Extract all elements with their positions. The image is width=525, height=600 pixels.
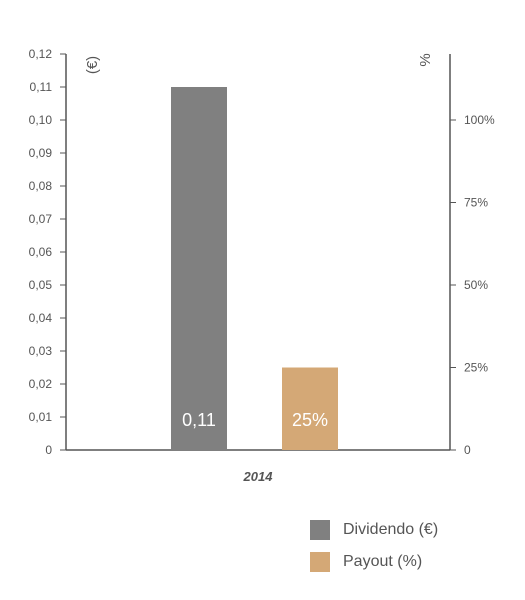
left-tick-label: 0,05 [29,278,53,292]
right-tick-label: 100% [464,113,495,127]
left-tick-label: 0,03 [29,344,53,358]
right-tick-label: 0 [464,443,471,457]
legend: Dividendo (€) Payout (%) [310,520,438,584]
left-tick-label: 0,04 [29,311,53,325]
right-tick-label: 50% [464,278,488,292]
bar-dividendo [171,87,227,450]
bar-payout [282,367,338,450]
left-tick-label: 0,12 [29,47,53,61]
legend-swatch-payout [310,552,330,572]
left-tick-label: 0,11 [30,80,53,94]
right-tick-label: 75% [464,196,488,210]
left-tick-label: 0,08 [29,179,53,193]
legend-swatch-dividendo [310,520,330,540]
left-axis-unit: (€) [84,56,101,74]
right-tick-label: 25% [464,361,488,375]
left-tick-label: 0,01 [29,410,53,424]
data-label-dividendo: 0,11 [182,410,216,430]
left-tick-label: 0,09 [29,146,53,160]
legend-item-dividendo: Dividendo (€) [310,520,438,540]
left-tick-label: 0,10 [29,113,53,127]
legend-label-payout: Payout (%) [343,553,423,570]
category-label: 2014 [243,469,274,484]
left-tick-label: 0,06 [29,245,53,259]
legend-label-dividendo: Dividendo (€) [343,521,439,538]
left-tick-label: 0,07 [29,212,53,226]
legend-item-payout: Payout (%) [310,552,438,572]
left-tick-label: 0,02 [29,377,53,391]
left-tick-label: 0 [45,443,52,457]
data-label-payout: 25% [292,410,328,430]
right-axis-unit: % [417,53,434,66]
